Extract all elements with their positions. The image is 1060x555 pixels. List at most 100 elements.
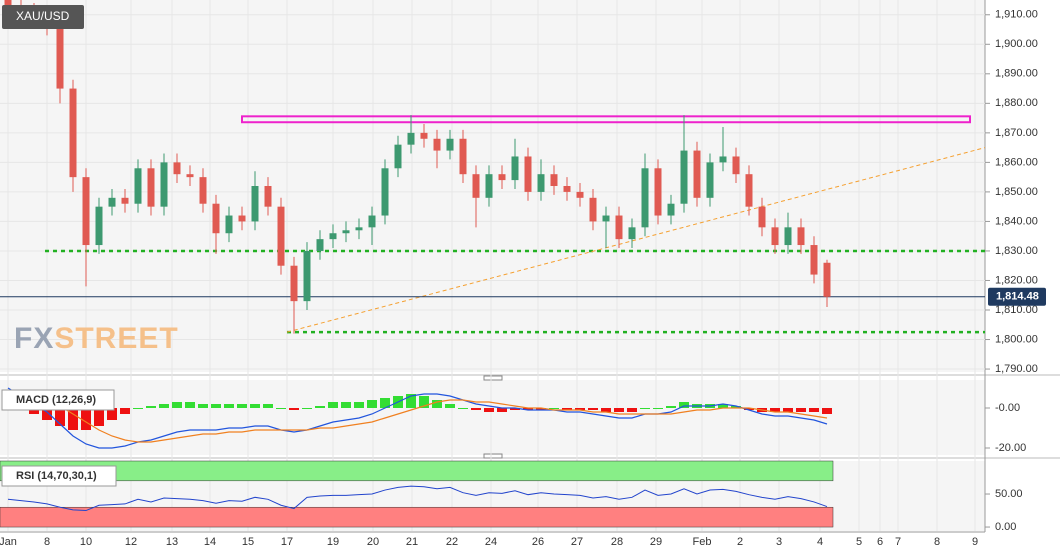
histogram-bar	[471, 408, 481, 410]
candle-body	[498, 174, 506, 181]
x-tick-label: 20	[367, 536, 379, 548]
x-tick-label: 17	[281, 536, 293, 548]
histogram-bar	[185, 402, 195, 408]
candle-body	[121, 197, 129, 204]
watermark: FXSTREET	[14, 322, 179, 355]
trendline	[286, 147, 985, 333]
candle-body	[433, 138, 441, 151]
histogram-bar	[406, 394, 416, 408]
histogram-bar	[822, 408, 832, 414]
x-tick-label: 15	[242, 536, 254, 548]
histogram-bar	[224, 404, 234, 408]
x-tick-label: 24	[485, 536, 497, 548]
histogram-bar	[614, 408, 624, 412]
candle-body	[4, 0, 12, 9]
histogram-bar	[29, 408, 39, 414]
histogram-bar	[55, 408, 65, 426]
candle-body	[394, 144, 402, 169]
candle-body	[589, 197, 597, 222]
x-tick-label: 21	[406, 536, 418, 548]
histogram-bar	[328, 402, 338, 408]
histogram-bar	[770, 408, 780, 412]
x-tick-label: 26	[532, 536, 544, 548]
candle-body	[485, 174, 493, 198]
candle-body	[693, 150, 701, 198]
candle-body	[69, 88, 77, 178]
overbought-band	[0, 460, 834, 482]
histogram-bar	[341, 402, 351, 408]
macd-line	[7, 387, 828, 449]
histogram-bar	[120, 408, 130, 414]
histogram-bar	[419, 396, 429, 408]
y-tick-label: 1,790.00	[995, 363, 1038, 375]
x-tick-label: 14	[204, 536, 216, 548]
indicator-label: RSI (14,70,30,1)	[16, 470, 97, 482]
candle-body	[680, 150, 688, 204]
histogram-bar	[731, 406, 741, 408]
candle-body	[264, 186, 272, 207]
histogram-bar	[146, 406, 156, 408]
resize-grip[interactable]	[483, 375, 503, 381]
symbol-label: XAU/USD	[16, 9, 70, 23]
histogram-bar	[315, 406, 325, 408]
candle-body	[602, 215, 610, 222]
histogram-bar	[588, 408, 598, 410]
resize-grip[interactable]	[483, 453, 503, 459]
y-tick-label: 1,890.00	[995, 68, 1038, 80]
candle-body	[472, 174, 480, 198]
candle-body	[420, 132, 428, 139]
y-tick-label: 1,840.00	[995, 215, 1038, 227]
candle-body	[615, 215, 623, 240]
histogram-bar	[601, 408, 611, 412]
candle-body	[758, 206, 766, 228]
y-tick-label: 1,900.00	[995, 38, 1038, 50]
x-tick-label: 2	[737, 536, 743, 548]
histogram-bar	[107, 408, 117, 420]
histogram-bar	[198, 404, 208, 408]
watermark-street: STREET	[54, 322, 178, 355]
last-price-tag	[988, 287, 1046, 306]
histogram-bar	[796, 408, 806, 412]
candle-body	[251, 186, 259, 222]
y-tick-label: -0.00	[995, 402, 1020, 414]
candle-body	[706, 162, 714, 198]
candle-body	[550, 174, 558, 186]
x-tick-label: 10	[80, 536, 92, 548]
y-tick-label: -20.00	[995, 442, 1026, 454]
candle-body	[329, 233, 337, 240]
symbol-box	[2, 5, 84, 29]
histogram-bar	[289, 408, 299, 410]
histogram-bar	[354, 402, 364, 408]
candle-body	[719, 156, 727, 163]
candle-body	[368, 215, 376, 228]
histogram-bar	[445, 404, 455, 408]
candle-body	[537, 174, 545, 192]
x-tick-label: 27	[571, 536, 583, 548]
rsi-line	[7, 485, 828, 512]
candle-body	[355, 227, 363, 231]
x-tick-label: 9	[972, 536, 978, 548]
macd-panel	[0, 380, 985, 455]
candle-body	[212, 203, 220, 234]
histogram-bar	[432, 400, 442, 408]
candle-body	[381, 168, 389, 216]
candle-body	[160, 162, 168, 207]
histogram-bar	[380, 398, 390, 408]
x-tick-label: 8	[934, 536, 940, 548]
y-tick-label: 1,830.00	[995, 245, 1038, 257]
candle-body	[576, 191, 584, 198]
candle-body	[342, 230, 350, 234]
x-tick-label: 4	[817, 536, 823, 548]
histogram-bar	[536, 408, 546, 410]
histogram-bar	[367, 400, 377, 408]
histogram-bar	[68, 408, 78, 430]
histogram-bar	[640, 408, 650, 409]
candle-body	[56, 26, 64, 89]
histogram-bar	[133, 408, 143, 409]
y-tick-label: 1,850.00	[995, 186, 1038, 198]
candle-body	[95, 206, 103, 246]
last-price-label: 1,814.48	[996, 291, 1039, 303]
candle-body	[225, 215, 233, 234]
histogram-bar	[783, 408, 793, 412]
